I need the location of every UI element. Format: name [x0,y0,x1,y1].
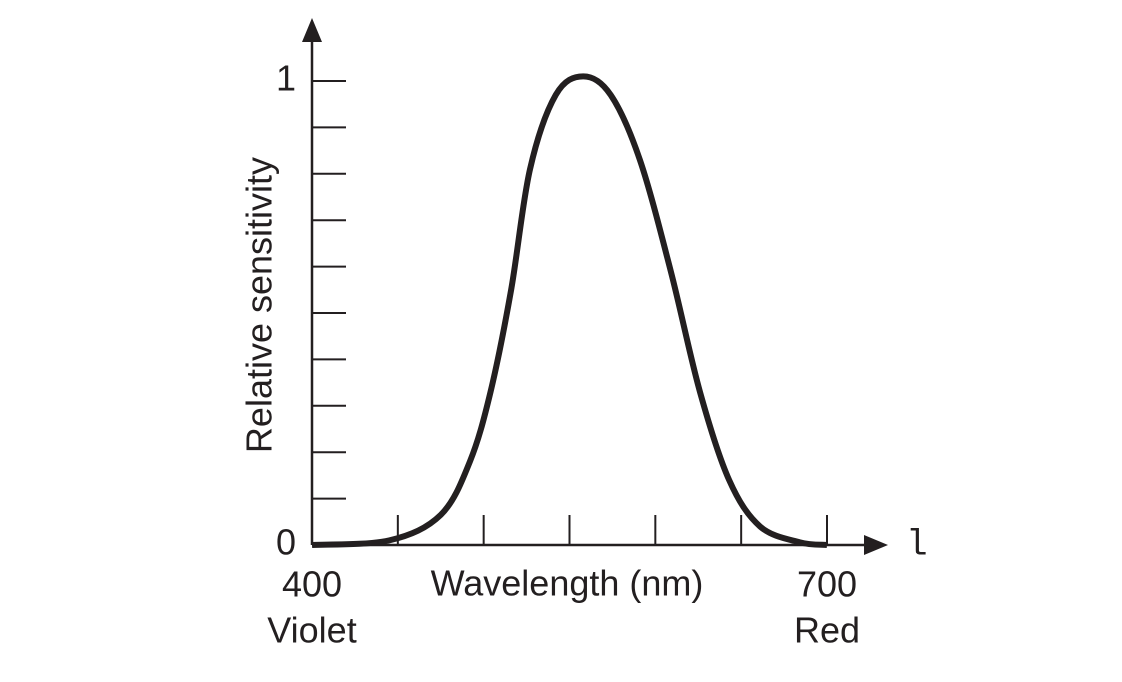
y-tick-label: 1 [276,58,296,99]
x-tick-sublabel: Violet [267,610,356,651]
x-axis-arrow [864,535,888,555]
curve [311,73,828,548]
x-axis-symbol: l [906,525,928,566]
x-tick-sublabel: Red [794,610,860,651]
x-tick-label: 400 [282,564,342,605]
x-tick-label: 700 [797,564,857,605]
y-axis-label: Relative sensitivity [239,157,280,453]
x-axis-label: Wavelength (nm) [431,563,704,604]
y-tick-label: 0 [276,522,296,563]
y-axis-arrow [302,18,322,42]
